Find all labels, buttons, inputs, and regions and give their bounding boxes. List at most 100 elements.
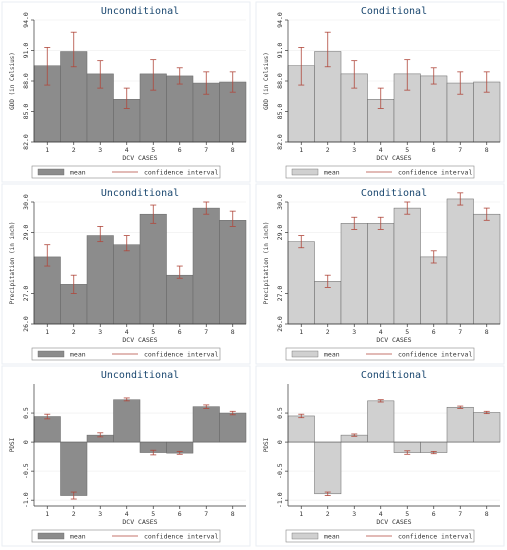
chart-panel-6: Conditional 0.5 0 -0.5 -1.0 PDSI 1 2 3 4 5 6 7 8 DCV C…: [255, 365, 505, 547]
x-tick-label: 3: [352, 510, 356, 518]
bar: [287, 241, 315, 325]
y-axis-label: PDSI: [263, 437, 270, 452]
x-tick-label: 8: [485, 510, 489, 518]
bar: [367, 223, 395, 325]
y-tick-label: 94.0: [276, 12, 284, 28]
chart-title: Conditional: [361, 188, 427, 199]
legend: mean confidence interval: [31, 165, 221, 179]
y-axis-label: Precipitation (in inch): [263, 221, 270, 304]
bar: [166, 274, 194, 325]
bar: [420, 256, 448, 325]
chart-panel-4: Conditional 30.0 29.0 27.0 26.0 Precipitation…: [255, 183, 505, 365]
y-tick-label: 0.5: [276, 407, 284, 419]
legend: mean confidence interval: [285, 529, 475, 543]
bar: [139, 213, 167, 325]
x-tick-label: 5: [151, 510, 155, 518]
bar: [33, 416, 61, 443]
x-tick-label: 2: [72, 328, 76, 336]
y-tick-label: 91.0: [22, 43, 30, 59]
x-tick-label: 2: [326, 510, 330, 518]
x-tick-label: 3: [98, 328, 102, 336]
x-tick-label: 7: [458, 328, 462, 336]
bar: [420, 441, 448, 453]
bar: [393, 207, 421, 325]
x-tick-label: 6: [178, 328, 182, 336]
chart-panel-5: Unconditional 0.5 0 -0.5 -1.0 PDSI 1 2 3 4 5 6 7 8 DCV…: [1, 365, 251, 547]
chart-panel-1: Unconditional 94.0 91.0 88.0 85.0 82.0 GDD (in…: [1, 1, 251, 183]
x-tick-label: 7: [204, 146, 208, 154]
bar: [60, 441, 88, 496]
y-tick-label: 0.5: [22, 407, 30, 419]
bar: [473, 412, 501, 443]
bar: [86, 235, 114, 325]
legend-label-ci: confidence interval: [398, 533, 472, 541]
chart-title: Unconditional: [101, 6, 179, 17]
bar: [314, 441, 342, 495]
legend: mean confidence interval: [31, 529, 221, 543]
x-axis-label: DCV CASES: [376, 336, 411, 344]
x-tick-label: 6: [432, 146, 436, 154]
bar: [33, 256, 61, 325]
chart-panel-2: Conditional 94.0 91.0 88.0 85.0 82.0 GDD (in C…: [255, 1, 505, 183]
legend-label-mean: mean: [70, 533, 86, 541]
y-axis-label: Precipitation (in inch): [9, 221, 16, 304]
x-tick-label: 1: [299, 146, 303, 154]
y-tick-label: -0.5: [276, 463, 284, 479]
bar: [446, 406, 474, 443]
legend-label-ci: confidence interval: [398, 351, 472, 359]
chart-panel-3: Unconditional 30.0 29.0 27.0 26.0 Precipitati…: [1, 183, 251, 365]
y-tick-label: 94.0: [22, 12, 30, 28]
x-tick-label: 3: [98, 146, 102, 154]
y-tick-label: 30.0: [276, 194, 284, 210]
chart-title: Unconditional: [101, 370, 179, 381]
bar: [166, 75, 194, 143]
y-tick-label: -1.0: [22, 492, 30, 508]
y-tick-label: 29.0: [22, 225, 30, 241]
x-tick-label: 8: [231, 146, 235, 154]
legend-label-ci: confidence interval: [144, 533, 218, 541]
y-tick-label: -1.0: [276, 492, 284, 508]
legend: mean confidence interval: [285, 347, 475, 361]
y-tick-label: 27.0: [276, 286, 284, 302]
x-tick-label: 5: [151, 328, 155, 336]
legend-label-mean: mean: [324, 351, 340, 359]
y-axis-label: PDSI: [9, 437, 16, 452]
x-tick-label: 8: [231, 328, 235, 336]
legend-label-ci: confidence interval: [144, 169, 218, 177]
legend-swatch-mean: [37, 350, 65, 358]
y-tick-label: 26.0: [22, 316, 30, 332]
legend-label-mean: mean: [324, 533, 340, 541]
bar: [314, 281, 342, 325]
x-axis-label: DCV CASES: [376, 518, 411, 526]
x-tick-label: 1: [45, 328, 49, 336]
x-tick-label: 1: [299, 328, 303, 336]
x-tick-label: 5: [405, 510, 409, 518]
bar: [113, 399, 141, 443]
x-tick-label: 1: [299, 510, 303, 518]
x-tick-label: 8: [485, 328, 489, 336]
x-axis-label: DCV CASES: [122, 336, 157, 344]
bar: [340, 223, 368, 325]
y-tick-label: 29.0: [276, 225, 284, 241]
legend: mean confidence interval: [31, 347, 221, 361]
legend-swatch-mean: [291, 350, 319, 358]
x-tick-label: 8: [231, 510, 235, 518]
x-axis-label: DCV CASES: [122, 518, 157, 526]
legend-swatch-mean: [291, 168, 319, 176]
x-tick-label: 6: [432, 328, 436, 336]
x-tick-label: 1: [45, 146, 49, 154]
panel-background: [255, 365, 505, 547]
x-tick-label: 5: [405, 328, 409, 336]
y-tick-label: 26.0: [276, 316, 284, 332]
y-tick-label: 27.0: [22, 286, 30, 302]
x-tick-label: 7: [204, 510, 208, 518]
x-axis-label: DCV CASES: [376, 154, 411, 162]
x-tick-label: 4: [125, 146, 129, 154]
y-tick-label: 91.0: [276, 43, 284, 59]
x-tick-label: 2: [72, 146, 76, 154]
chart-title: Conditional: [361, 370, 427, 381]
y-axis-label: GDD (in Celsius): [9, 52, 16, 110]
x-tick-label: 4: [379, 510, 383, 518]
bar: [473, 213, 501, 325]
bar: [367, 400, 395, 443]
